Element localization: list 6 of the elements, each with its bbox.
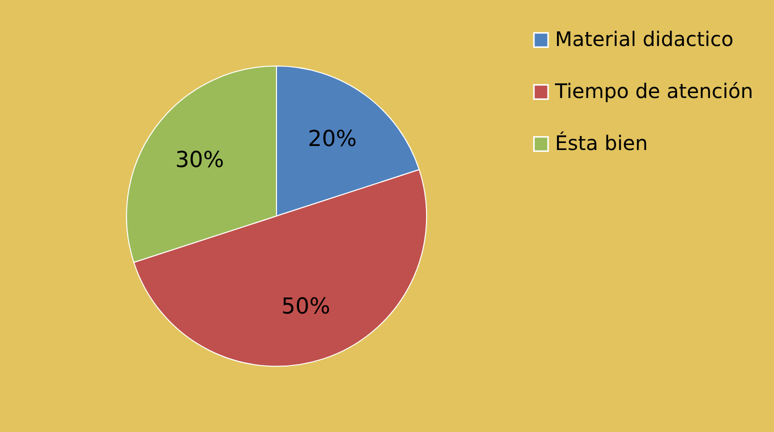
legend-label: Tiempo de atención	[554, 79, 754, 103]
legend-label: Material didactico	[555, 27, 734, 51]
data-label: 50%	[281, 294, 330, 320]
data-label: 30%	[175, 148, 224, 174]
legend-label: Ésta bien	[555, 131, 648, 155]
data-label: 20%	[308, 127, 357, 152]
